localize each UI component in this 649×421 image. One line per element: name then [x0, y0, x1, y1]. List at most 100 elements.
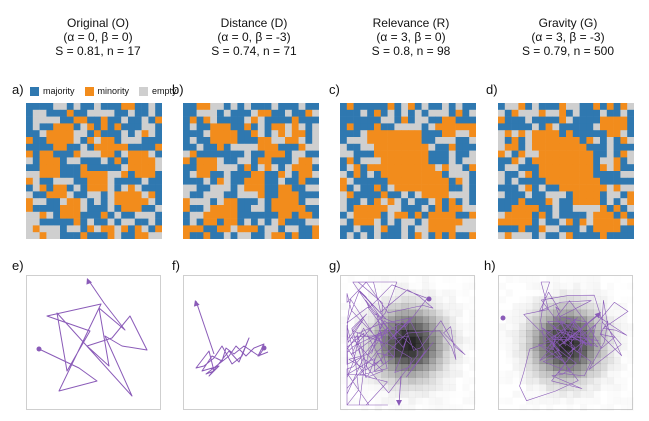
density-cell: [573, 276, 580, 283]
grid-cell: [217, 130, 225, 138]
grid-cell: [244, 211, 252, 219]
density-cell: [580, 343, 588, 351]
grid-cell: [210, 198, 218, 206]
density-cell: [506, 364, 513, 371]
grid-cell: [498, 218, 506, 226]
grid-cell: [620, 218, 628, 226]
grid-cell: [148, 211, 156, 219]
grid-cell: [189, 164, 197, 172]
grid-cell: [380, 103, 388, 111]
grid-cell: [414, 225, 422, 233]
grid-cell: [360, 150, 368, 158]
density-cell: [559, 316, 567, 324]
grid-cell: [586, 103, 594, 111]
grid-cell: [223, 177, 231, 185]
grid-cell: [66, 137, 74, 145]
density-cell: [546, 384, 554, 392]
density-cell: [506, 283, 513, 290]
grid-cell: [511, 130, 519, 138]
grid-cell: [53, 150, 61, 158]
density-cell: [573, 390, 581, 398]
grid-cell: [360, 171, 368, 179]
density-cell: [580, 398, 587, 405]
grid-cell: [39, 143, 47, 151]
grid-cell: [455, 130, 463, 138]
grid-cell: [128, 150, 136, 158]
density-cell: [546, 370, 554, 378]
grid-cell: [223, 225, 231, 233]
grid-cell: [305, 171, 313, 179]
density-cell: [499, 364, 506, 371]
column-params: (α = 3, β = -3): [531, 30, 605, 44]
density-cell: [593, 323, 601, 331]
grid-cell: [285, 218, 293, 226]
grid-cell: [435, 191, 443, 199]
grid-cell: [148, 150, 156, 158]
grid-cell: [107, 184, 115, 192]
grid-cell: [203, 191, 211, 199]
density-cell: [435, 350, 443, 358]
density-cell: [573, 330, 581, 338]
grid-cell: [606, 116, 614, 124]
grid-cell: [374, 164, 382, 172]
grid-cell: [448, 123, 456, 131]
density-cell: [463, 371, 470, 378]
grid-cell: [469, 137, 476, 145]
grid-cell: [244, 109, 252, 117]
grid-cell: [94, 184, 102, 192]
grid-cell: [237, 191, 245, 199]
grid-cell: [285, 184, 293, 192]
grid-cell: [346, 103, 354, 111]
density-cell: [620, 343, 628, 351]
grid-cell: [374, 130, 382, 138]
density-cell: [449, 309, 457, 317]
grid-cell: [251, 205, 259, 213]
grid-cell: [223, 205, 231, 213]
grid-cell: [298, 198, 306, 206]
grid-cell: [141, 103, 149, 111]
grid-cell: [73, 184, 81, 192]
grid-cell: [340, 137, 348, 145]
grid-cell: [448, 191, 456, 199]
grid-cell: [100, 211, 108, 219]
density-cell: [553, 390, 561, 398]
density-cell: [532, 370, 540, 378]
density-cell: [566, 330, 574, 338]
grid-cell: [428, 171, 436, 179]
density-cell: [559, 363, 567, 371]
grid-cell: [435, 109, 443, 117]
grid-cell: [66, 130, 74, 138]
column-title: Relevance (R): [372, 16, 450, 30]
grid-cell: [100, 157, 108, 165]
density-cell: [381, 323, 389, 331]
grid-cell: [545, 164, 553, 172]
grid-cell: [552, 232, 560, 239]
grid-cell: [442, 150, 450, 158]
grid-cell: [230, 123, 238, 131]
grid-cell: [428, 130, 436, 138]
grid-cell: [26, 184, 34, 192]
grid-cell: [46, 211, 54, 219]
grid-cell: [593, 123, 601, 131]
grid-cell: [387, 143, 395, 151]
grid-cell: [414, 123, 422, 131]
density-cell: [435, 309, 443, 317]
grid-cell: [627, 225, 634, 233]
grid-cell: [586, 211, 594, 219]
grid-cell: [394, 116, 402, 124]
density-cell: [621, 283, 628, 290]
density-cell: [573, 323, 581, 331]
grid-cell: [579, 157, 587, 165]
grid-cell: [128, 211, 136, 219]
density-cell: [566, 390, 574, 398]
grid-cell: [579, 198, 587, 206]
grid-cell: [244, 171, 252, 179]
density-cell: [627, 357, 634, 364]
grid-cell: [504, 116, 512, 124]
trajectory-plot-gravity: [499, 276, 634, 405]
grid-cell: [545, 225, 553, 233]
grid-cell: [134, 198, 142, 206]
density-cell: [428, 384, 436, 392]
grid-cell: [210, 130, 218, 138]
density-cell: [422, 390, 430, 398]
